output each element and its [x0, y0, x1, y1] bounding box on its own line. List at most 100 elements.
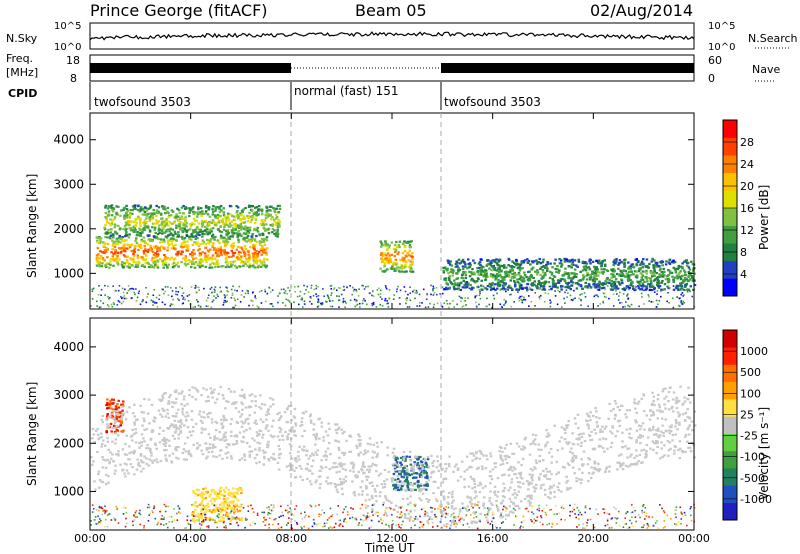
scatter-cell	[212, 221, 216, 224]
scatter-cell	[478, 289, 481, 291]
scatter-cell	[499, 463, 503, 466]
scatter-cell	[605, 296, 608, 299]
scatter-cell	[501, 287, 504, 290]
scatter-cell	[676, 284, 679, 287]
scatter-cell	[160, 213, 163, 216]
scatter-cell	[210, 235, 214, 238]
scatter-cell	[628, 284, 631, 287]
scatter-cell	[222, 249, 225, 253]
scatter-cell	[643, 289, 645, 292]
scatter-cell	[645, 272, 648, 275]
scatter-cell	[603, 259, 607, 262]
scatter-cell	[110, 402, 113, 405]
scatter-cell	[155, 296, 158, 299]
scatter-cell	[397, 473, 401, 476]
scatter-cell	[143, 265, 146, 268]
scatter-cell	[241, 210, 244, 214]
scatter-cell	[650, 272, 653, 275]
scatter-cell	[201, 212, 204, 215]
scatter-cell	[137, 204, 140, 208]
scatter-cell	[608, 465, 611, 468]
scatter-cell	[222, 502, 226, 505]
scatter-cell	[673, 260, 677, 264]
scatter-cell	[165, 218, 168, 221]
scatter-cell	[366, 475, 370, 478]
freq-tick-top: 18	[66, 54, 80, 67]
scatter-cell	[198, 503, 202, 506]
scatter-cell	[203, 252, 207, 255]
scatter-cell	[192, 231, 195, 234]
scatter-cell	[265, 206, 269, 209]
scatter-cell	[573, 289, 575, 292]
scatter-cell	[146, 212, 150, 216]
scatter-cell	[273, 229, 276, 232]
scatter-cell	[594, 286, 597, 289]
scatter-cell	[463, 470, 467, 473]
scatter-cell	[683, 276, 687, 280]
scatter-cell	[141, 256, 144, 259]
scatter-cell	[166, 240, 170, 243]
scatter-cell	[300, 298, 302, 301]
scatter-cell	[546, 261, 549, 264]
scatter-cell	[115, 256, 119, 260]
scatter-cell	[421, 492, 425, 495]
scatter-cell	[181, 212, 185, 215]
scatter-cell	[198, 516, 201, 520]
scatter-cell	[113, 430, 117, 434]
scatter-cell	[533, 280, 537, 283]
scatter-cell	[637, 284, 640, 288]
scatter-cell	[525, 286, 529, 289]
scatter-cell	[601, 284, 605, 287]
scatter-cell	[448, 278, 451, 282]
scatter-cell	[118, 234, 121, 238]
scatter-cell	[155, 253, 159, 256]
scatter-cell	[468, 265, 472, 268]
scatter-cell	[228, 512, 232, 515]
scatter-cell	[273, 220, 276, 223]
scatter-cell	[107, 210, 111, 213]
scatter-cell	[396, 477, 400, 481]
scatter-cell	[681, 281, 684, 284]
scatter-cell	[678, 421, 681, 424]
scatter-cell	[106, 458, 109, 461]
scatter-cell	[111, 305, 114, 308]
scatter-cell	[153, 302, 156, 305]
scatter-cell	[405, 299, 408, 302]
scatter-cell	[653, 270, 657, 273]
scatter-cell	[393, 255, 397, 258]
scatter-cell	[195, 519, 199, 522]
scatter-cell	[405, 470, 409, 473]
scatter-cell	[144, 226, 147, 229]
scatter-cell	[573, 273, 577, 276]
scatter-cell	[243, 393, 246, 396]
scatter-cell	[154, 231, 157, 235]
scatter-cell	[214, 490, 217, 493]
scatter-cell	[456, 265, 459, 268]
scatter-cell	[560, 490, 563, 493]
scatter-cell	[233, 297, 236, 299]
scatter-cell	[155, 255, 159, 258]
scatter-cell	[623, 259, 626, 262]
scatter-cell	[113, 303, 115, 305]
scatter-cell	[598, 468, 602, 471]
scatter-cell	[511, 260, 514, 263]
scatter-cell	[481, 287, 483, 290]
scatter-cell	[528, 277, 531, 280]
scatter-cell	[549, 491, 552, 494]
scatter-cell	[476, 294, 478, 297]
scatter-cell	[624, 269, 627, 273]
scatter-cell	[565, 441, 568, 444]
scatter-cell	[387, 260, 391, 263]
scatter-cell	[657, 303, 659, 306]
scatter-cell	[193, 241, 196, 244]
scatter-cell	[220, 423, 223, 426]
scatter-cell	[213, 435, 216, 438]
scatter-cell	[559, 277, 563, 281]
scatter-cell	[426, 483, 429, 486]
scatter-cell	[98, 265, 102, 268]
scatter-cell	[513, 272, 516, 275]
scatter-cell	[181, 227, 184, 230]
scatter-cell	[194, 230, 198, 233]
scatter-cell	[145, 209, 149, 212]
freq-block-segment-2	[441, 63, 694, 73]
